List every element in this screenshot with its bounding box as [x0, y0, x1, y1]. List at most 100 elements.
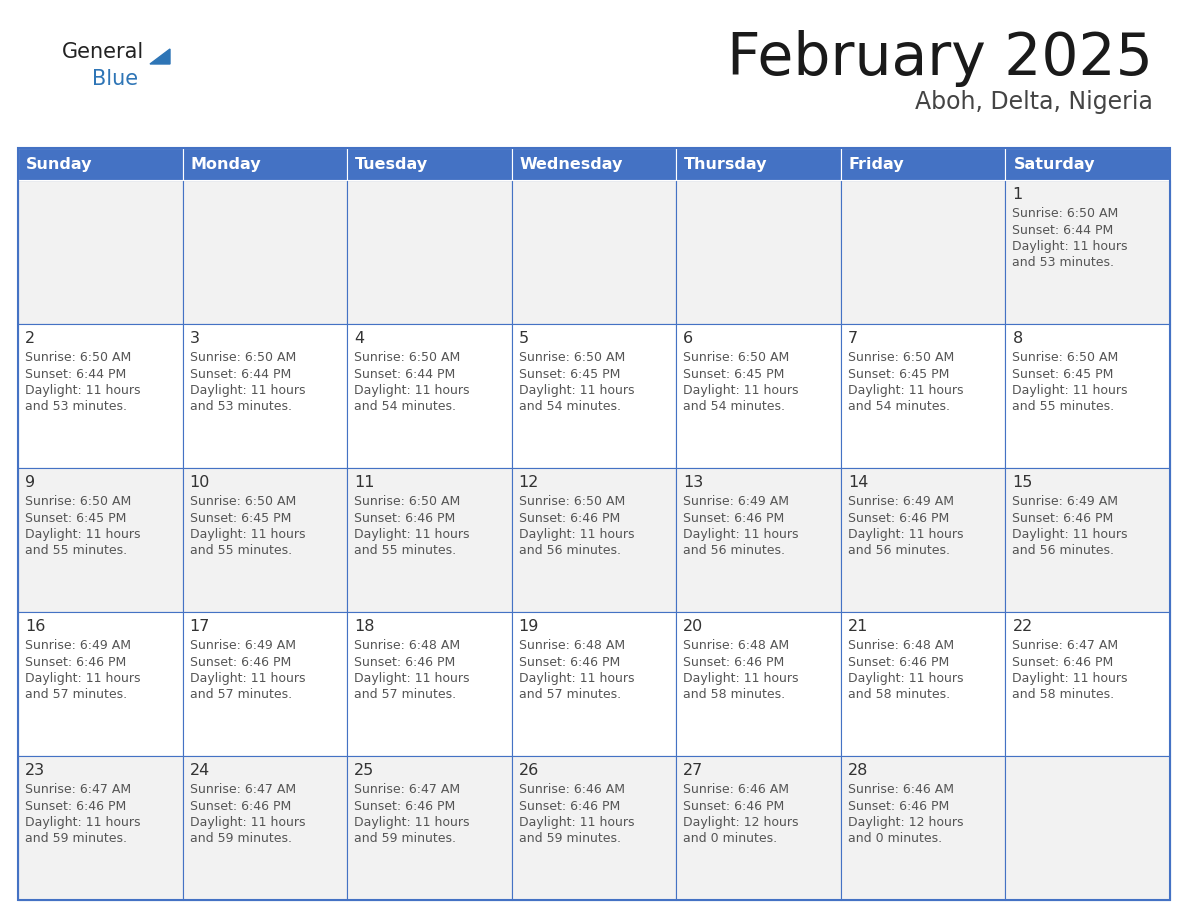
Text: Daylight: 12 hours: Daylight: 12 hours	[683, 816, 798, 829]
Bar	[183, 756, 347, 900]
Text: 14: 14	[848, 475, 868, 490]
Text: and 58 minutes.: and 58 minutes.	[1012, 688, 1114, 701]
Text: Sunset: 6:46 PM: Sunset: 6:46 PM	[519, 800, 620, 812]
Text: 20: 20	[683, 619, 703, 634]
Bar	[347, 180, 512, 324]
Text: Sunrise: 6:50 AM: Sunrise: 6:50 AM	[190, 495, 296, 508]
Text: and 57 minutes.: and 57 minutes.	[25, 688, 127, 701]
Text: and 0 minutes.: and 0 minutes.	[848, 833, 942, 845]
Text: and 55 minutes.: and 55 minutes.	[25, 544, 127, 557]
Text: Sunrise: 6:50 AM: Sunrise: 6:50 AM	[190, 351, 296, 364]
Text: Sunset: 6:44 PM: Sunset: 6:44 PM	[1012, 223, 1113, 237]
Text: and 56 minutes.: and 56 minutes.	[519, 544, 620, 557]
Text: Sunrise: 6:50 AM: Sunrise: 6:50 AM	[1012, 351, 1119, 364]
Text: 16: 16	[25, 619, 45, 634]
Text: Daylight: 11 hours: Daylight: 11 hours	[25, 528, 140, 541]
Bar	[183, 612, 347, 756]
Text: 1: 1	[1012, 187, 1023, 202]
Bar	[841, 612, 1005, 756]
Text: Sunset: 6:46 PM: Sunset: 6:46 PM	[25, 800, 126, 812]
Text: Daylight: 11 hours: Daylight: 11 hours	[25, 816, 140, 829]
Text: Daylight: 11 hours: Daylight: 11 hours	[190, 384, 305, 397]
Bar	[183, 468, 347, 612]
Text: and 53 minutes.: and 53 minutes.	[1012, 256, 1114, 270]
Bar	[676, 324, 841, 468]
Text: 18: 18	[354, 619, 374, 634]
Polygon shape	[150, 49, 170, 64]
Text: Sunset: 6:44 PM: Sunset: 6:44 PM	[354, 367, 455, 380]
Text: and 57 minutes.: and 57 minutes.	[519, 688, 621, 701]
Bar	[18, 468, 183, 612]
Text: Sunrise: 6:50 AM: Sunrise: 6:50 AM	[683, 351, 790, 364]
Text: Daylight: 11 hours: Daylight: 11 hours	[190, 528, 305, 541]
Bar	[676, 468, 841, 612]
Text: 27: 27	[683, 763, 703, 778]
Text: and 59 minutes.: and 59 minutes.	[25, 833, 127, 845]
Text: 7: 7	[848, 331, 858, 346]
Text: Sunrise: 6:49 AM: Sunrise: 6:49 AM	[25, 639, 131, 652]
Text: and 55 minutes.: and 55 minutes.	[354, 544, 456, 557]
Text: and 55 minutes.: and 55 minutes.	[190, 544, 292, 557]
Text: and 59 minutes.: and 59 minutes.	[354, 833, 456, 845]
Text: Aboh, Delta, Nigeria: Aboh, Delta, Nigeria	[915, 90, 1154, 114]
Bar	[512, 612, 676, 756]
Bar	[1005, 468, 1170, 612]
Text: Daylight: 11 hours: Daylight: 11 hours	[683, 384, 798, 397]
Bar	[512, 324, 676, 468]
Text: Blue: Blue	[91, 69, 138, 89]
Bar	[18, 612, 183, 756]
Text: Sunset: 6:45 PM: Sunset: 6:45 PM	[683, 367, 784, 380]
Text: and 57 minutes.: and 57 minutes.	[354, 688, 456, 701]
Text: Thursday: Thursday	[684, 156, 767, 172]
Text: Daylight: 11 hours: Daylight: 11 hours	[190, 816, 305, 829]
Bar	[347, 148, 512, 180]
Bar	[676, 148, 841, 180]
Text: Sunday: Sunday	[26, 156, 93, 172]
Text: Sunset: 6:46 PM: Sunset: 6:46 PM	[519, 511, 620, 524]
Text: Daylight: 11 hours: Daylight: 11 hours	[190, 672, 305, 685]
Bar	[1005, 324, 1170, 468]
Bar	[841, 756, 1005, 900]
Text: Tuesday: Tuesday	[355, 156, 428, 172]
Text: Daylight: 11 hours: Daylight: 11 hours	[683, 528, 798, 541]
Text: Sunset: 6:44 PM: Sunset: 6:44 PM	[190, 367, 291, 380]
Bar	[1005, 180, 1170, 324]
Text: Wednesday: Wednesday	[519, 156, 623, 172]
Text: Sunset: 6:46 PM: Sunset: 6:46 PM	[354, 800, 455, 812]
Text: Sunset: 6:45 PM: Sunset: 6:45 PM	[25, 511, 126, 524]
Bar	[841, 180, 1005, 324]
Text: Sunrise: 6:47 AM: Sunrise: 6:47 AM	[1012, 639, 1119, 652]
Bar	[183, 324, 347, 468]
Text: Sunset: 6:46 PM: Sunset: 6:46 PM	[25, 655, 126, 668]
Text: Sunset: 6:46 PM: Sunset: 6:46 PM	[190, 655, 291, 668]
Text: Sunrise: 6:49 AM: Sunrise: 6:49 AM	[1012, 495, 1118, 508]
Text: Sunrise: 6:50 AM: Sunrise: 6:50 AM	[519, 495, 625, 508]
Text: Sunrise: 6:50 AM: Sunrise: 6:50 AM	[848, 351, 954, 364]
Text: and 54 minutes.: and 54 minutes.	[683, 400, 785, 413]
Text: Sunset: 6:44 PM: Sunset: 6:44 PM	[25, 367, 126, 380]
Text: and 59 minutes.: and 59 minutes.	[519, 833, 620, 845]
Text: Sunrise: 6:50 AM: Sunrise: 6:50 AM	[519, 351, 625, 364]
Text: 19: 19	[519, 619, 539, 634]
Bar	[18, 180, 183, 324]
Text: Daylight: 11 hours: Daylight: 11 hours	[354, 384, 469, 397]
Text: Daylight: 11 hours: Daylight: 11 hours	[354, 528, 469, 541]
Text: Sunset: 6:46 PM: Sunset: 6:46 PM	[354, 511, 455, 524]
Text: 21: 21	[848, 619, 868, 634]
Text: February 2025: February 2025	[727, 30, 1154, 87]
Text: and 53 minutes.: and 53 minutes.	[190, 400, 291, 413]
Text: 9: 9	[25, 475, 36, 490]
Text: Sunrise: 6:46 AM: Sunrise: 6:46 AM	[519, 783, 625, 796]
Text: Sunset: 6:46 PM: Sunset: 6:46 PM	[519, 655, 620, 668]
Text: Daylight: 11 hours: Daylight: 11 hours	[1012, 672, 1127, 685]
Text: and 53 minutes.: and 53 minutes.	[25, 400, 127, 413]
Bar	[841, 468, 1005, 612]
Text: 25: 25	[354, 763, 374, 778]
Text: Daylight: 12 hours: Daylight: 12 hours	[848, 816, 963, 829]
Text: Daylight: 11 hours: Daylight: 11 hours	[519, 528, 634, 541]
Text: Daylight: 11 hours: Daylight: 11 hours	[683, 672, 798, 685]
Text: and 58 minutes.: and 58 minutes.	[848, 688, 950, 701]
Text: Sunset: 6:46 PM: Sunset: 6:46 PM	[190, 800, 291, 812]
Bar	[347, 324, 512, 468]
Bar	[841, 148, 1005, 180]
